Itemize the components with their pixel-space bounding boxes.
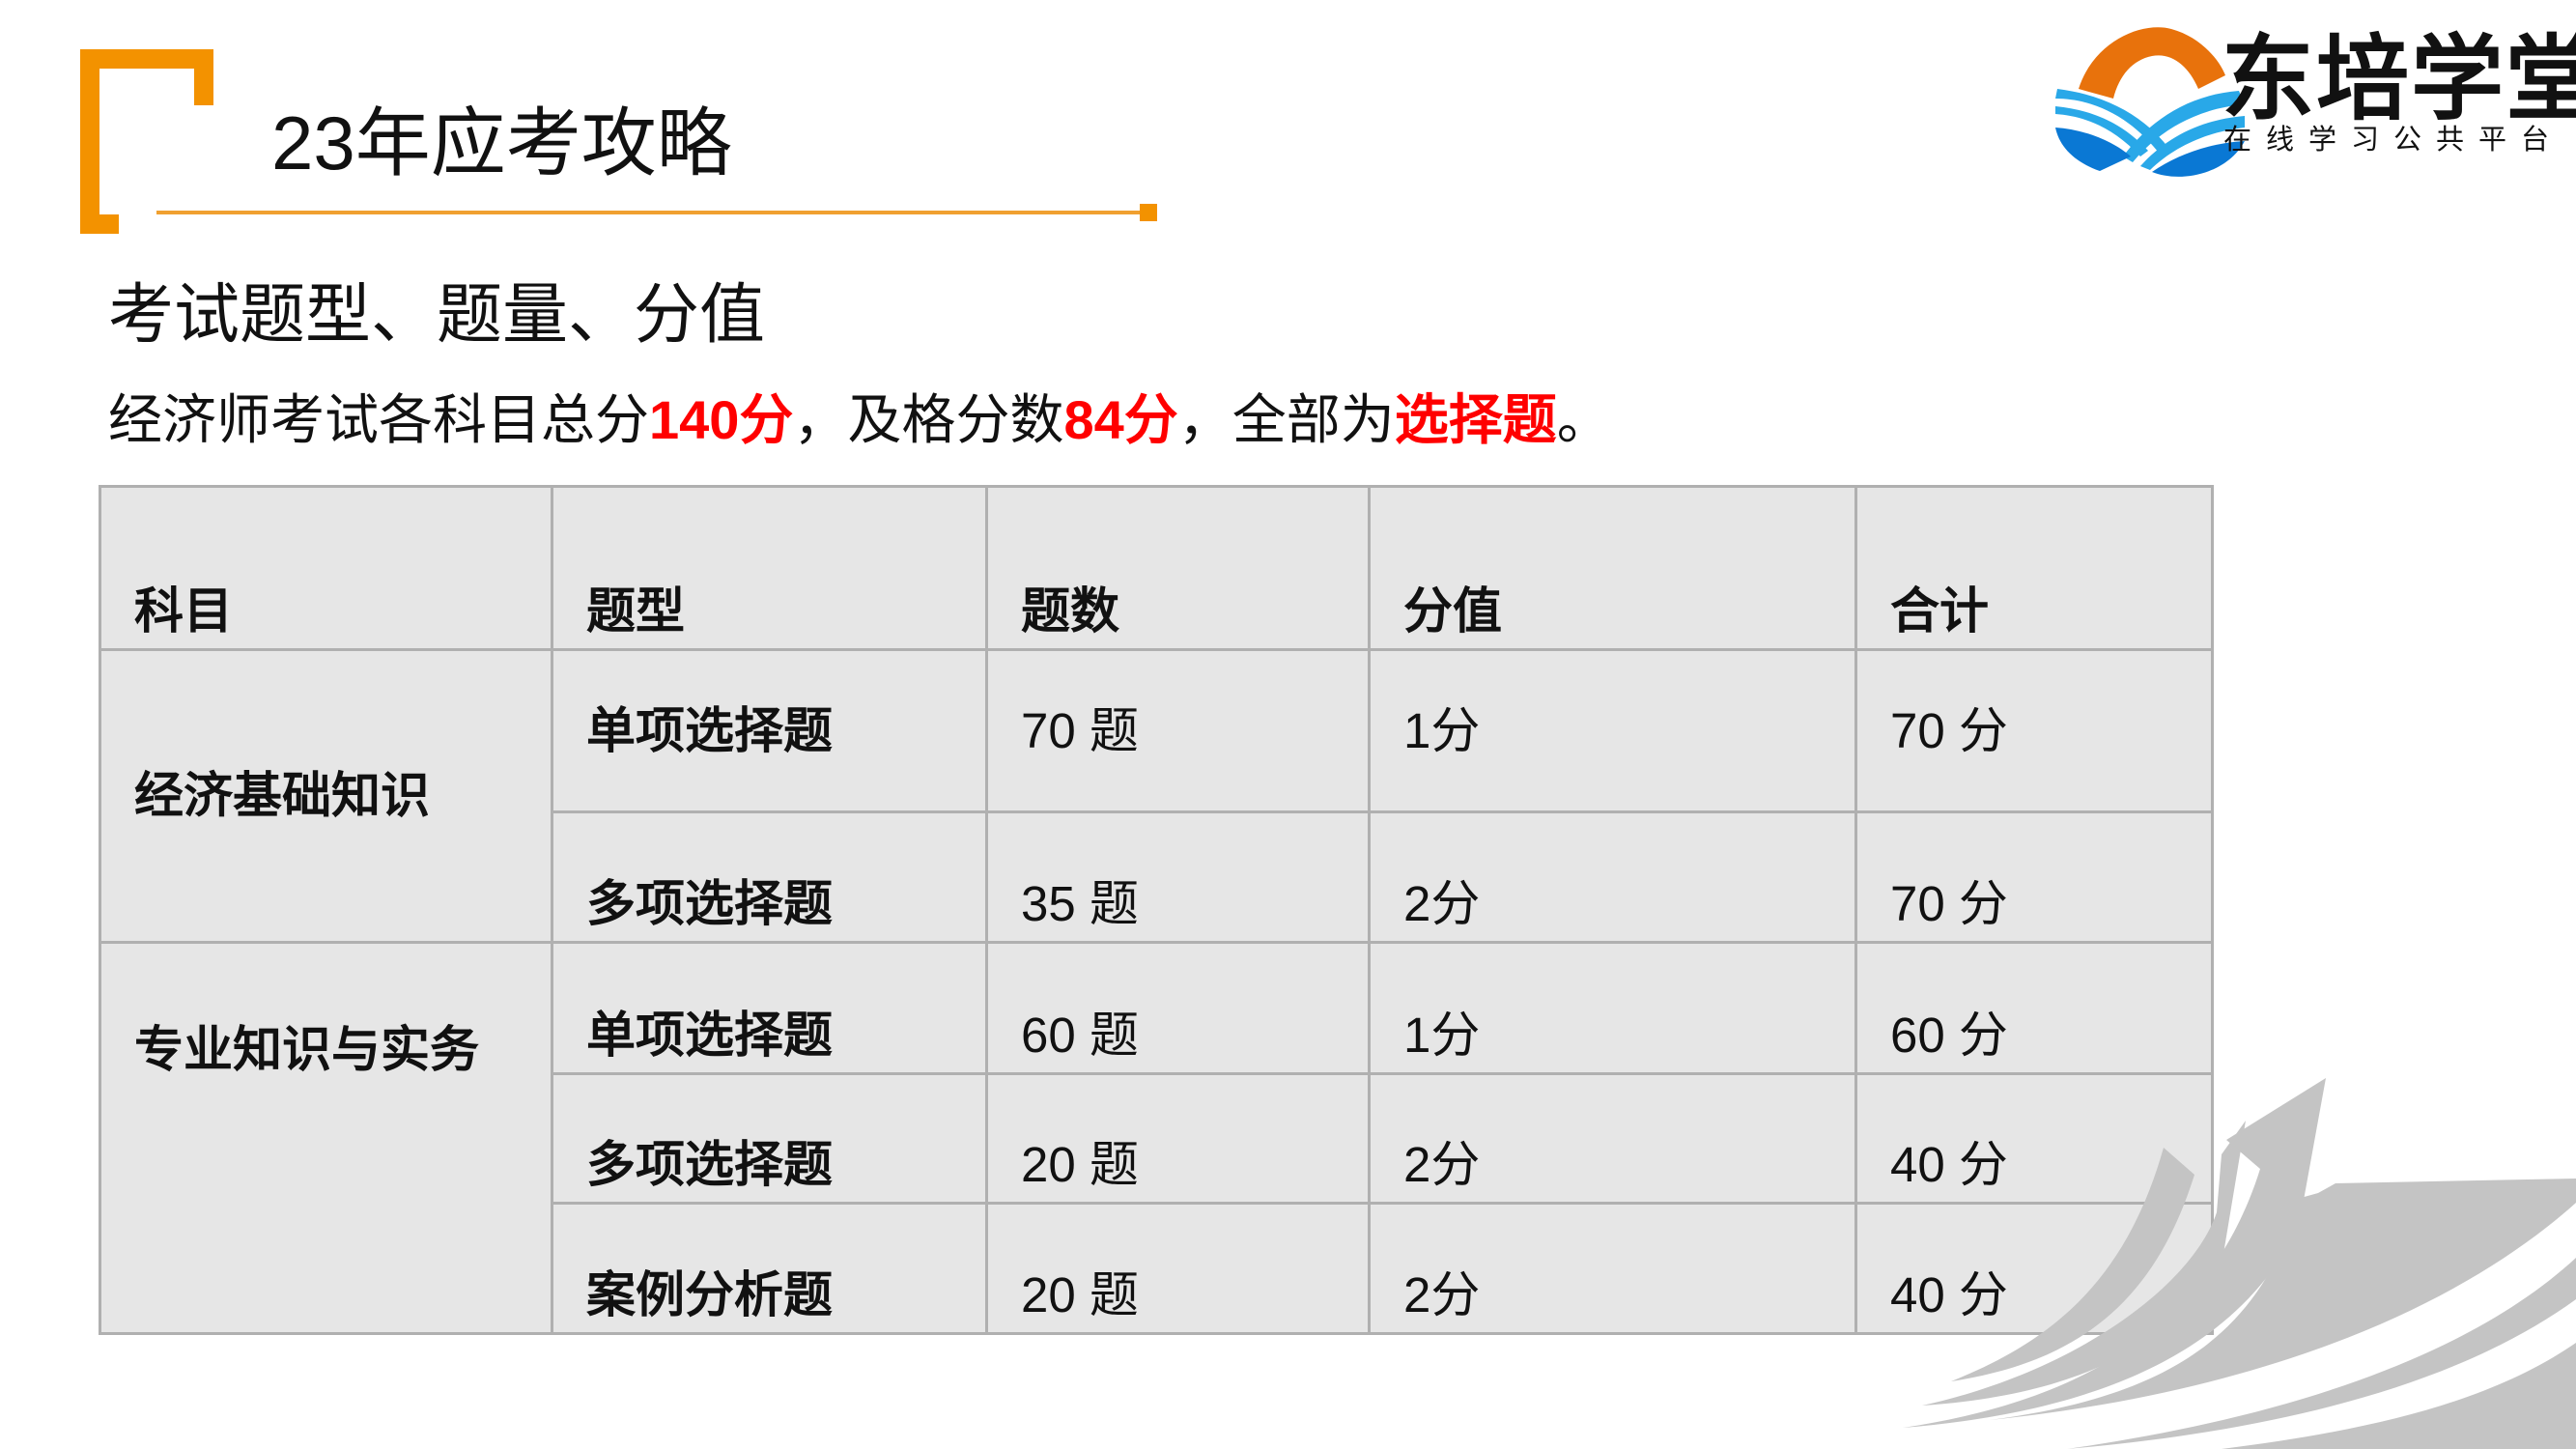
type-cell: 多项选择题 [551, 810, 988, 944]
sentence-text: ，全部为 [1177, 389, 1395, 450]
score-cell: 1分 [1368, 941, 1857, 1075]
type-cell: 单项选择题 [551, 648, 988, 813]
total-cell: 60 分 [1854, 941, 2214, 1075]
sentence-text: 。 [1556, 389, 1611, 450]
header-cell: 分值 [1368, 485, 1857, 651]
table-row: 多项选择题 20 题 2分 40 分 [100, 1072, 2214, 1205]
section-subtitle: 考试题型、题量、分值 [108, 278, 766, 352]
type-cell: 多项选择题 [551, 1072, 988, 1205]
subject-cell: 专业知识与实务 [99, 941, 553, 1335]
header-cell: 题数 [985, 485, 1371, 651]
decorative-arrows-icon [1903, 1078, 2576, 1449]
score-cell: 2分 [1368, 1072, 1857, 1205]
total-cell: 70 分 [1854, 810, 2214, 944]
exam-table: 科目 题型 题数 分值 合计 经济基础知识 单项选择题 70 题 1分 70 分… [99, 485, 2214, 1335]
score-cell: 1分 [1368, 648, 1857, 813]
count-cell: 70 题 [985, 648, 1371, 813]
summary-sentence: 经济师考试各科目总分140分，及格分数84分，全部为选择题。 [108, 386, 1611, 454]
question-type: 选择题 [1394, 389, 1557, 450]
logo-icon [2055, 27, 2245, 177]
title-bracket [80, 49, 213, 69]
count-cell: 35 题 [985, 810, 1371, 944]
table-row: 经济基础知识 单项选择题 70 题 1分 70 分 [99, 648, 2214, 944]
header-cell: 合计 [1854, 485, 2214, 651]
table-row: 多项选择题 35 题 2分 70 分 [100, 810, 2214, 944]
title-bracket [194, 49, 213, 105]
title-bracket [80, 49, 99, 234]
count-cell: 60 题 [985, 941, 1371, 1075]
count-cell: 20 题 [985, 1072, 1371, 1205]
sentence-text: 经济师考试各科目总分 [108, 389, 649, 450]
header-cell: 科目 [99, 485, 553, 651]
table-row: 专业知识与实务 单项选择题 60 题 1分 60 分 [99, 941, 2214, 1335]
count-cell: 20 题 [985, 1202, 1371, 1335]
title-underline-end [1140, 204, 1157, 221]
logo-tagline: 在线学习公共平台 [2223, 125, 2564, 156]
total-cell: 70 分 [1854, 648, 2214, 813]
score-cell: 2分 [1368, 1202, 1857, 1335]
subject-cell: 经济基础知识 [99, 648, 553, 944]
type-cell: 案例分析题 [551, 1202, 988, 1335]
pass-score: 84分 [1063, 389, 1178, 450]
title-underline [156, 211, 1151, 214]
type-cell: 单项选择题 [551, 941, 988, 1075]
total-score: 140分 [649, 389, 794, 450]
sentence-text: ，及格分数 [793, 389, 1064, 450]
logo-name: 东培学堂 [2222, 28, 2576, 131]
table-header-row: 科目 题型 题数 分值 合计 [99, 485, 2214, 651]
header-cell: 题型 [551, 485, 988, 651]
score-cell: 2分 [1368, 810, 1857, 944]
title-bracket [80, 214, 119, 234]
page-title: 23年应考攻略 [271, 100, 732, 185]
